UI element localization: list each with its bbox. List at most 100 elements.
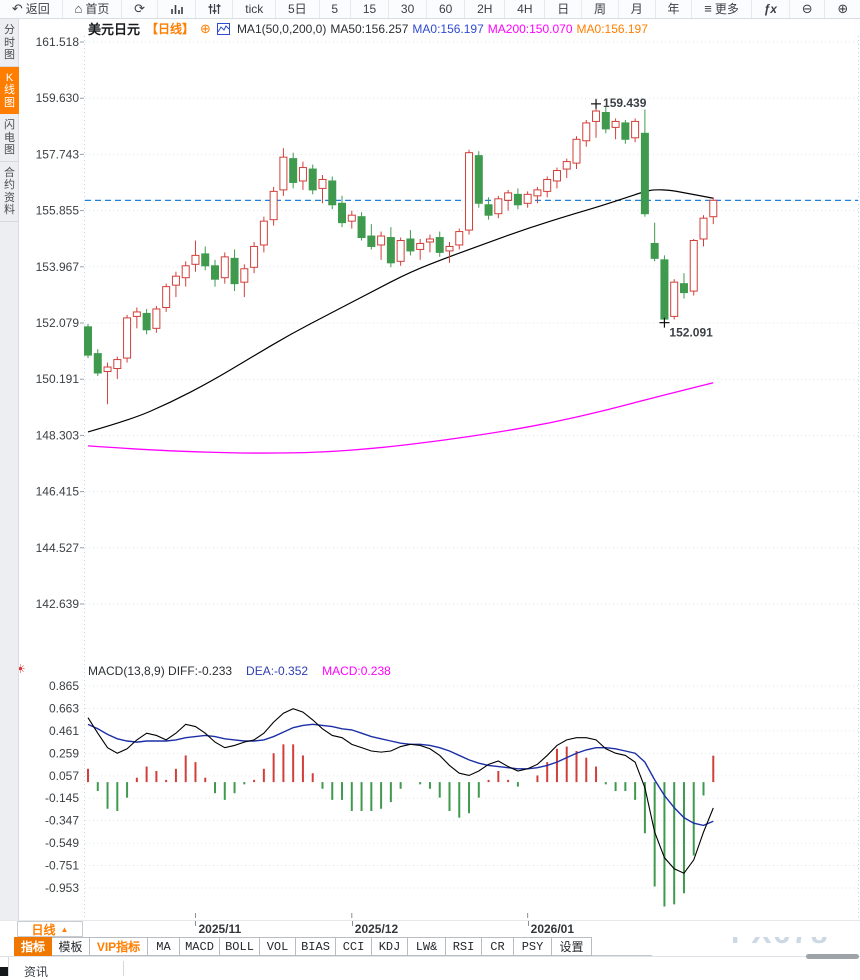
toolbar-zoom-in-button[interactable]: ⊕ [825,0,860,18]
indicator-value: MA50:156.257 [330,21,409,36]
toolbar-home-label: 首页 [85,2,110,16]
ma200-line [87,382,714,454]
add-favorite-icon[interactable]: ⊕ [200,20,211,36]
ma-values: MA1(50,0,200,0) MA50:156.257 MA0:156.197 MA… [237,22,652,36]
svg-text:0.057: 0.057 [49,769,79,783]
tab-vip指标[interactable]: VIP指标 [90,937,148,956]
toolbar-zoom-out-button[interactable]: ⊖ [790,0,826,18]
toolbar-chart-bars-button[interactable] [158,0,196,18]
more-icon: ≡ [704,1,712,16]
toolbar-interval-30m-label: 30 [400,2,415,16]
home-icon: ⌂ [74,1,83,16]
symbol-name: 美元日元 [88,22,141,37]
svg-text:0.663: 0.663 [49,701,79,715]
tab-boll[interactable]: BOLL [220,937,260,956]
toolbar-refresh-button[interactable]: ⟳ [122,0,158,18]
candles-layer [84,103,718,405]
indicator-value: MA0:156.197 [576,21,648,36]
sidebar-item-kline-chart[interactable]: K 线 图 [0,66,19,114]
toolbar-interval-15m-label: 15 [362,2,377,16]
tab-vol[interactable]: VOL [260,937,296,956]
svg-text:142.639: 142.639 [36,597,80,611]
tab-psy[interactable]: PSY [514,937,552,956]
svg-text:159.439: 159.439 [603,96,647,110]
top-toolbar: ↶ 返回 ⌂ 首页 ⟳ tick 5日 5 15 30 60 2H 4H 日周月年 ≡ 更多 ƒx ⊖ ⊕ [0,0,860,19]
chart-header: 美元日元 【日线】 ⊕ MA1(50,0,200,0) MA50:156.257 M… [88,20,652,38]
tab-rsi[interactable]: RSI [446,937,482,956]
x-axis-label: 2025/11 [198,922,242,936]
x-axis-tick [351,921,353,926]
tab-macd[interactable]: MACD [180,937,220,956]
sliders-icon [208,4,220,14]
indicator-value: MA0:156.197 [412,21,484,36]
indicator-tab-bar: 指标 模板 VIP指标 MA MACD BOLL VOL BIAS CCI KDJ LW& RSI CR… [14,937,652,956]
toolbar-interval-5d-label: 5日 [287,2,307,16]
svg-text:-0.549: -0.549 [45,836,79,850]
horizontal-scrollbar-thumb[interactable] [806,954,859,959]
indicator-settings-icon[interactable]: ☀ [15,662,26,676]
refresh-icon: ⟳ [134,1,146,16]
tab-bias[interactable]: BIAS [296,937,336,956]
ma50-line [87,189,714,433]
triangle-up-icon: ▲ [60,924,69,934]
x-axis-tick [195,921,197,926]
toolbar-interval-year-button[interactable]: 年 [656,0,693,18]
tab-lw[interactable]: LW& [408,937,446,956]
svg-text:0.461: 0.461 [49,724,79,738]
x-axis-row: 日线 ▲ 2025/11 2025/12 2026/01 [0,920,860,937]
macd-layer [87,708,715,907]
tab-ma[interactable]: MA [148,937,180,956]
indicator-value: MACD:0.238 [322,664,391,678]
tab-cr[interactable]: CR [482,937,514,956]
toolbar-interval-60m-button[interactable]: 60 [427,0,466,18]
zoom-out-icon: ⊖ [801,1,813,16]
indicator-value: MA200:150.070 [487,21,573,36]
svg-text:152.079: 152.079 [36,316,80,330]
macd-header: MACD(13,8,9) DIFF:-0.233 DEA:-0.352 MACD:0… [88,664,395,678]
svg-text:159.630: 159.630 [36,91,80,105]
toolbar-interval-5d-button[interactable]: 5日 [276,0,320,18]
x-axis-tick [527,921,529,926]
toolbar-interval-week-button[interactable]: 周 [582,0,619,18]
svg-text:-0.953: -0.953 [45,881,79,895]
tab-cci[interactable]: CCI [336,937,372,956]
candlestick-chart[interactable]: 161.518 159.630 157.743 155.855 153.967 152.0… [0,0,860,920]
toolbar-interval-30m-button[interactable]: 30 [389,0,428,18]
toolbar-interval-day-button[interactable]: 日 [545,0,583,18]
toolbar-interval-15m-button[interactable]: 15 [351,0,390,18]
toolbar-fx-formula-button[interactable]: ƒx [752,0,790,18]
divider [8,957,9,976]
toolbar-interval-month-label: 月 [630,2,643,16]
toolbar-interval-4h-button[interactable]: 4H [505,0,546,18]
zoom-in-icon: ⊕ [837,1,849,16]
tab-kdj[interactable]: KDJ [372,937,408,956]
toolbar-indicator-sliders-button[interactable] [196,0,234,18]
svg-text:161.518: 161.518 [36,35,80,49]
toolbar-interval-month-button[interactable]: 月 [619,0,656,18]
period-tag: 【日线】 [146,22,195,36]
toolbar-home-button[interactable]: ⌂ 首页 [63,0,123,18]
svg-text:144.527: 144.527 [36,541,80,555]
tab-设置[interactable]: 设置 [552,937,592,956]
sidebar-item-time-share-chart[interactable]: 分 时 图 [0,19,19,67]
indicator-value: MA1(50,0,200,0) [236,21,327,36]
toolbar-interval-tick-button[interactable]: tick [233,0,277,18]
toolbar-back-button[interactable]: ↶ 返回 [0,0,63,18]
svg-text:-0.751: -0.751 [45,859,79,873]
period-dropdown-label: 日线 [31,922,56,937]
sidebar-item-lightning-chart[interactable]: 闪 电 图 [0,114,19,162]
tab-模板[interactable]: 模板 [52,937,90,956]
toolbar-interval-5m-button[interactable]: 5 [320,0,351,18]
tab-指标[interactable]: 指标 [14,937,52,956]
bottom-strip: 资讯 [0,956,860,979]
svg-text:-0.145: -0.145 [45,791,79,805]
period-dropdown-button[interactable]: 日线 ▲ [17,921,83,937]
svg-text:146.415: 146.415 [36,485,80,499]
toolbar-interval-2h-button[interactable]: 2H [465,0,506,18]
sidebar-item-contract-info[interactable]: 合 约 资 料 [0,162,19,222]
news-tab[interactable]: 资讯 [24,965,49,979]
toolbar-interval-4h-label: 4H [517,2,533,16]
toolbar-more-button[interactable]: ≡ 更多 [692,0,752,18]
ma-lines [87,189,714,454]
